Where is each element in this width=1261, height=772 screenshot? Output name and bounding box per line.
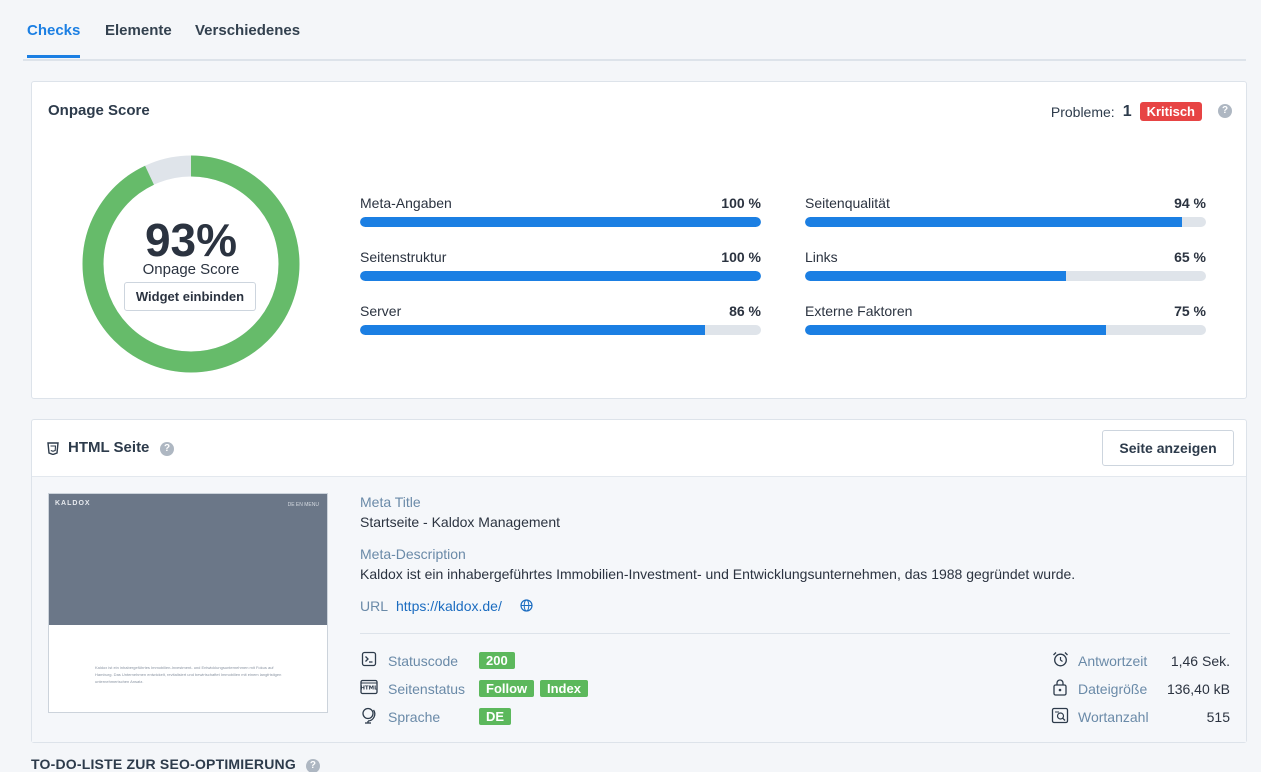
metric-label: Links: [805, 249, 838, 265]
meta-description-label: Meta-Description: [360, 546, 466, 562]
html-seite-header: HTML Seite ? Seite anzeigen: [32, 420, 1246, 477]
todo-section-title: TO-DO-LISTE ZUR SEO-OPTIMIERUNG ?: [31, 756, 321, 772]
html-seite-body: KALDOX DE EN MENU Kaldox ist ein inhaber…: [32, 477, 1246, 742]
help-icon[interactable]: ?: [1218, 104, 1232, 118]
metric-label: Meta-Angaben: [360, 195, 452, 211]
metric-meta-angaben: Meta-Angaben 100 %: [360, 195, 761, 229]
metric-seitenstruktur: Seitenstruktur 100 %: [360, 249, 761, 283]
tab-checks[interactable]: Checks: [27, 22, 81, 58]
metric-bar-fill: [805, 217, 1182, 227]
help-icon[interactable]: ?: [160, 442, 174, 456]
metric-bar: [360, 325, 761, 335]
tab-verschiedenes[interactable]: Verschiedenes: [195, 22, 301, 39]
metric-value: 100 %: [721, 195, 761, 211]
metric-bar-fill: [805, 271, 1066, 281]
page-thumbnail[interactable]: KALDOX DE EN MENU Kaldox ist ein inhaber…: [48, 493, 328, 713]
metric-value: 75 %: [1174, 303, 1206, 319]
tab-elemente[interactable]: Elemente: [105, 22, 172, 39]
metric-bar-fill: [360, 271, 761, 281]
metric-value: 100 %: [721, 249, 761, 265]
html-tag-icon: HTML: [359, 679, 379, 698]
metric-bar: [805, 325, 1206, 335]
metric-bar: [805, 271, 1206, 281]
seite-anzeigen-button[interactable]: Seite anzeigen: [1102, 430, 1234, 466]
wortanzahl-value: 515: [1206, 709, 1230, 725]
statuscode-label: Statuscode: [388, 653, 459, 669]
meta-title-value: Startseite - Kaldox Management: [360, 514, 560, 530]
terminal-icon: [359, 651, 379, 670]
onpage-score-card: Onpage Score Probleme: 1 Kritisch ? 93% …: [31, 81, 1247, 399]
metric-value: 94 %: [1174, 195, 1206, 211]
globe-icon[interactable]: [520, 599, 533, 617]
dateigroesse-value: 136,40 kB: [1166, 681, 1230, 697]
index-badge: Index: [540, 680, 588, 697]
score-value: 93%: [144, 214, 238, 266]
score-donut: 93% Onpage Score: [82, 155, 300, 373]
html-seite-title: HTML Seite: [68, 439, 150, 456]
kritisch-badge[interactable]: Kritisch: [1139, 102, 1202, 121]
todo-title-text: TO-DO-LISTE ZUR SEO-OPTIMIERUNG: [31, 756, 296, 772]
alarm-clock-icon: [1050, 651, 1070, 670]
metric-seitenqualitaet: Seitenqualität 94 %: [805, 195, 1206, 229]
meta-description-value: Kaldox ist ein inhabergeführtes Immobili…: [360, 566, 1076, 582]
thumbnail-nav: DE EN MENU: [287, 502, 319, 508]
tab-bar: Checks Elemente Verschiedenes: [23, 0, 1246, 61]
widget-einbinden-button[interactable]: Widget einbinden: [124, 282, 256, 311]
url-link[interactable]: https://kaldox.de/: [396, 598, 502, 614]
document-search-icon: [1050, 707, 1070, 727]
metric-bar: [360, 217, 761, 227]
onpage-score-title: Onpage Score: [48, 102, 150, 119]
sprache-badge: DE: [479, 708, 512, 725]
probleme-label: Probleme:: [1050, 103, 1115, 120]
probleme-count: 1: [1122, 102, 1132, 120]
thumbnail-logo: KALDOX: [55, 500, 91, 507]
globe-language-icon: [359, 707, 379, 727]
metric-label: Seitenqualität: [805, 195, 890, 211]
donut-arc: [82, 155, 300, 373]
dateigroesse-label: Dateigröße: [1078, 681, 1148, 697]
statuscode-badge: 200: [479, 652, 515, 669]
wortanzahl-label: Wortanzahl: [1078, 709, 1149, 725]
donut-chart: [82, 155, 300, 373]
divider: [360, 633, 1230, 634]
svg-text:HTML: HTML: [360, 686, 378, 692]
antwortzeit-label: Antwortzeit: [1078, 653, 1148, 669]
metric-links: Links 65 %: [805, 249, 1206, 283]
metric-bar: [805, 217, 1206, 227]
antwortzeit-value: 1,46 Sek.: [1170, 653, 1230, 669]
metric-bar-fill: [360, 325, 705, 335]
metric-label: Externe Faktoren: [805, 303, 913, 319]
metric-label: Server: [360, 303, 402, 319]
metric-bar-fill: [360, 217, 761, 227]
metric-value: 65 %: [1174, 249, 1206, 265]
html-seite-card: HTML Seite ? Seite anzeigen KALDOX DE EN…: [31, 419, 1247, 743]
url-label: URL: [360, 598, 389, 614]
score-label: Onpage Score: [142, 261, 240, 278]
follow-badge: Follow: [479, 680, 535, 697]
seitenstatus-label: Seitenstatus: [388, 681, 466, 697]
metric-externe-faktoren: Externe Faktoren 75 %: [805, 303, 1206, 337]
metric-server: Server 86 %: [360, 303, 761, 337]
probleme-summary: Probleme: 1 Kritisch: [1051, 102, 1202, 121]
metric-bar: [360, 271, 761, 281]
html5-shield-icon: [47, 442, 59, 458]
thumbnail-hero: KALDOX DE EN MENU: [49, 494, 327, 625]
metric-label: Seitenstruktur: [360, 249, 447, 265]
sprache-label: Sprache: [388, 709, 441, 725]
thumbnail-text: Kaldox ist ein inhabergeführtes Immobili…: [95, 665, 282, 684]
file-lock-icon: [1050, 679, 1070, 699]
meta-title-label: Meta Title: [360, 494, 421, 510]
help-icon[interactable]: ?: [306, 759, 321, 772]
metric-bar-fill: [805, 325, 1106, 335]
metric-value: 86 %: [729, 303, 761, 319]
